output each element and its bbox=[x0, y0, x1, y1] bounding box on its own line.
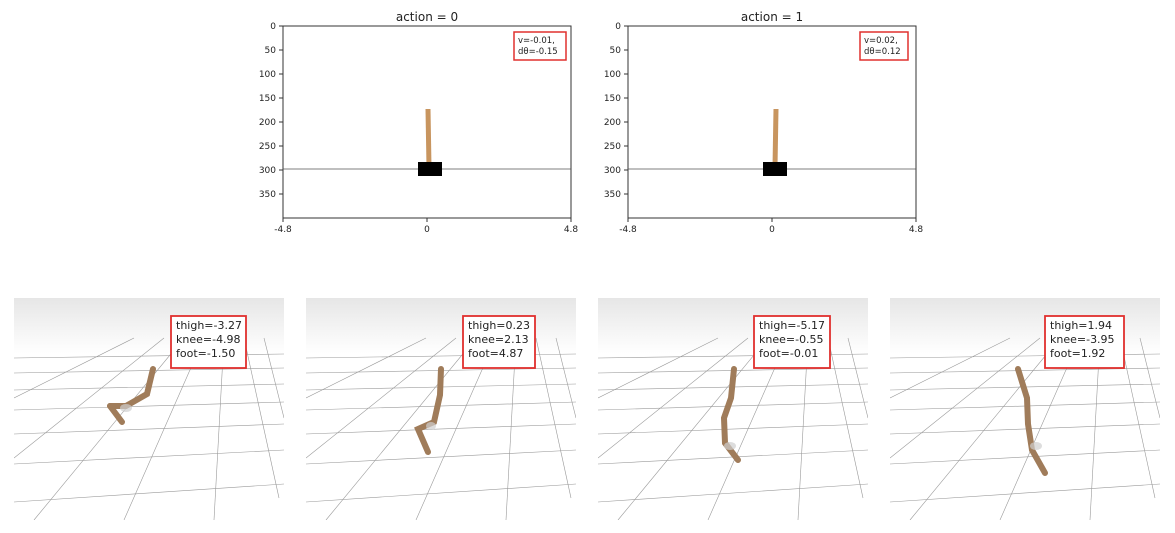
annotation-box bbox=[513, 31, 567, 61]
x-tick-label: 4.8 bbox=[564, 225, 579, 235]
annotation-line: dθ=-0.15 bbox=[518, 47, 558, 57]
y-tick-label: 100 bbox=[259, 70, 276, 80]
pole bbox=[425, 108, 432, 168]
pole bbox=[772, 108, 779, 168]
joint-annotation-line: foot=1.92 bbox=[1050, 347, 1105, 360]
y-tick-label: 300 bbox=[604, 166, 621, 176]
annotation-box bbox=[859, 31, 909, 61]
y-tick-label: 250 bbox=[259, 142, 276, 152]
y-tick-label: 50 bbox=[610, 46, 622, 56]
y-tick-label: 150 bbox=[259, 94, 276, 104]
hopper-shadow bbox=[724, 442, 736, 450]
joint-annotation-box bbox=[753, 315, 831, 369]
joint-annotation-line: foot=4.87 bbox=[468, 347, 523, 360]
joint-annotation-line: foot=-1.50 bbox=[176, 347, 235, 360]
y-tick-label: 50 bbox=[265, 46, 277, 56]
hopper-panel-4: thigh=1.94 knee=-3.95 foot=1.92 bbox=[890, 298, 1160, 520]
annotation-line: dθ=0.12 bbox=[864, 47, 901, 57]
joint-annotation-box bbox=[1044, 315, 1125, 369]
y-axis: 0 50 100 150 200 250 300 350 bbox=[259, 22, 283, 200]
hopper-shadow bbox=[426, 422, 436, 430]
hopper-panel-1: thigh=-3.27 knee=-4.98 foot=-1.50 bbox=[14, 298, 284, 520]
hopper-panel-3: thigh=-5.17 knee=-0.55 foot=-0.01 bbox=[598, 298, 868, 520]
hopper-shadow bbox=[1030, 442, 1042, 450]
joint-annotation-line: knee=2.13 bbox=[468, 333, 529, 346]
hopper-leg bbox=[1015, 366, 1048, 476]
annotation-line: v=0.02, bbox=[864, 36, 898, 46]
x-tick-label: -4.8 bbox=[274, 225, 292, 235]
joint-annotation-line: foot=-0.01 bbox=[759, 347, 818, 360]
cart bbox=[763, 162, 787, 176]
hopper-panel-2: thigh=0.23 knee=2.13 foot=4.87 bbox=[306, 298, 576, 520]
hopper-leg bbox=[414, 366, 444, 455]
joint-annotation-box bbox=[170, 315, 247, 369]
annotation-line: v=-0.01, bbox=[518, 36, 555, 46]
y-tick-label: 300 bbox=[259, 166, 276, 176]
x-tick-label: 0 bbox=[769, 225, 775, 235]
y-tick-label: 100 bbox=[604, 70, 621, 80]
joint-annotation-line: thigh=0.23 bbox=[468, 319, 530, 332]
y-tick-label: 200 bbox=[259, 118, 276, 128]
y-tick-label: 250 bbox=[604, 142, 621, 152]
plot-title: action = 1 bbox=[741, 10, 803, 24]
plot-title: action = 0 bbox=[396, 10, 458, 24]
x-axis: -4.8 0 4.8 bbox=[619, 218, 923, 235]
x-tick-label: 4.8 bbox=[909, 225, 924, 235]
y-axis: 0 50 100 150 200 250 300 350 bbox=[604, 22, 628, 200]
joint-annotation-line: thigh=-5.17 bbox=[759, 319, 825, 332]
joint-annotation-line: knee=-4.98 bbox=[176, 333, 241, 346]
joint-annotation-box bbox=[462, 315, 536, 369]
joint-annotation-line: thigh=-3.27 bbox=[176, 319, 242, 332]
x-axis: -4.8 0 4.8 bbox=[274, 218, 578, 235]
joint-annotation-line: knee=-0.55 bbox=[759, 333, 824, 346]
hopper-leg bbox=[107, 366, 156, 425]
y-tick-label: 0 bbox=[270, 22, 276, 32]
hopper-shadow bbox=[120, 404, 132, 412]
cartpole-plot-action-1: action = 1 0 50 100 150 200 250 300 350 … bbox=[585, 0, 945, 245]
y-tick-label: 350 bbox=[604, 190, 621, 200]
cart bbox=[418, 162, 442, 176]
y-tick-label: 200 bbox=[604, 118, 621, 128]
x-tick-label: -4.8 bbox=[619, 225, 637, 235]
x-tick-label: 0 bbox=[424, 225, 430, 235]
y-tick-label: 150 bbox=[604, 94, 621, 104]
y-tick-label: 350 bbox=[259, 190, 276, 200]
cartpole-plot-action-0: action = 0 0 50 100 150 200 250 300 350 … bbox=[240, 0, 600, 245]
joint-annotation-line: thigh=1.94 bbox=[1050, 319, 1112, 332]
joint-annotation-line: knee=-3.95 bbox=[1050, 333, 1115, 346]
y-tick-label: 0 bbox=[615, 22, 621, 32]
